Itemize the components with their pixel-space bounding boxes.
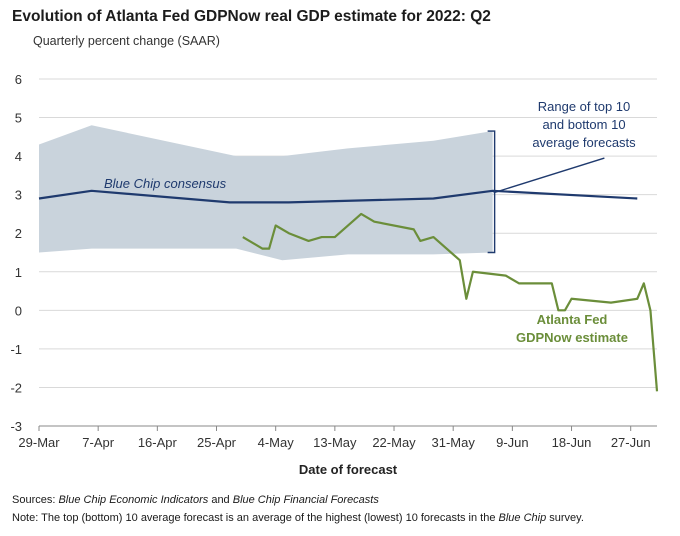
x-tick-label: 4-May [258, 435, 295, 450]
note-prefix: Note: [12, 512, 42, 524]
x-tick-label: 9-Jun [496, 435, 529, 450]
chart-title: Evolution of Atlanta Fed GDPNow real GDP… [12, 8, 491, 25]
y-tick-label: -3 [10, 419, 22, 434]
y-tick-label: 6 [15, 72, 22, 87]
gdpnow-series-label: GDPNow estimate [516, 330, 628, 345]
x-axis-label: Date of forecast [299, 462, 398, 477]
range-annotation-line: average forecasts [532, 135, 636, 150]
y-tick-label: -1 [10, 342, 22, 357]
y-tick-label: 3 [15, 188, 22, 203]
x-tick-label: 16-Apr [138, 435, 178, 450]
y-tick-label: 4 [15, 149, 22, 164]
range-annotation-leader [493, 157, 605, 194]
sources-italic-2: Blue Chip Financial Forecasts [232, 494, 379, 506]
x-tick-label: 29-Mar [18, 435, 60, 450]
sources-note: Sources: Blue Chip Economic Indicators a… [12, 494, 379, 506]
y-tick-label: -2 [10, 380, 22, 395]
series-lines [38, 189, 659, 392]
chart-subtitle: Quarterly percent change (SAAR) [33, 34, 220, 48]
sources-italic-1: Blue Chip Economic Indicators [58, 494, 209, 506]
note-text: The top (bottom) 10 average forecast is … [41, 512, 499, 524]
gdpnow-series-label: Atlanta Fed [537, 312, 608, 327]
y-tick-label: 2 [15, 226, 22, 241]
note-italic: Blue Chip [498, 512, 547, 524]
range-band-area [39, 125, 493, 261]
x-tick-label: 31-May [432, 435, 476, 450]
range-annotation-line: Range of top 10 [538, 99, 631, 114]
range-annotation-line: and bottom 10 [542, 117, 625, 132]
annotations: Blue Chip consensus Range of top 10 and bo… [104, 99, 636, 345]
footnote: Note: The top (bottom) 10 average foreca… [12, 512, 584, 524]
blue-chip-consensus-line [38, 189, 638, 204]
x-tick-label: 18-Jun [552, 435, 592, 450]
line-chart: 6 5 4 3 2 1 0 -1 -2 -329-Mar 7-Apr 16-Apr 25-Apr 4-Ma… [10, 72, 659, 477]
gdpnow-estimate-line [242, 212, 659, 392]
x-tick-label: 25-Apr [197, 435, 237, 450]
blue-chip-series-label: Blue Chip consensus [104, 176, 227, 191]
y-tick-label: 1 [15, 265, 22, 280]
axis-ticks: 6 5 4 3 2 1 0 -1 -2 -329-Mar 7-Apr 16-Apr 25-Apr 4-Ma… [10, 72, 650, 450]
y-tick-label: 0 [15, 303, 22, 318]
note-suffix: survey. [546, 512, 584, 524]
sources-mid: and [208, 494, 233, 506]
y-tick-label: 5 [15, 111, 22, 126]
sources-prefix: Sources: [12, 494, 59, 506]
x-tick-label: 22-May [372, 435, 416, 450]
x-tick-label: 13-May [313, 435, 357, 450]
x-tick-label: 7-Apr [82, 435, 114, 450]
x-tick-label: 27-Jun [611, 435, 651, 450]
